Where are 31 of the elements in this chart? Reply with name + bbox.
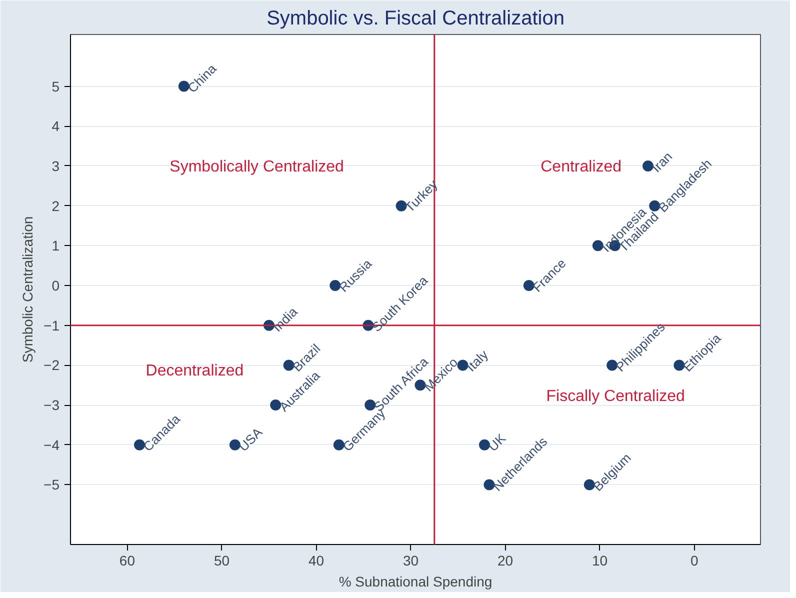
x-tick-label: 10 bbox=[592, 552, 608, 568]
y-tick-label: 2 bbox=[52, 198, 60, 214]
y-tick-label: −5 bbox=[44, 476, 60, 493]
annotation: Centralized bbox=[540, 158, 622, 176]
annotation: Decentralized bbox=[146, 362, 244, 380]
y-tick-label: 0 bbox=[52, 278, 60, 294]
y-tick-label: 1 bbox=[52, 238, 60, 254]
y-tick-label: −3 bbox=[44, 397, 60, 414]
y-tick-label: −1 bbox=[44, 317, 60, 334]
point bbox=[178, 80, 190, 92]
annotation: Symbolically Centralized bbox=[170, 158, 344, 176]
y-axis-title: Symbolic Centralization bbox=[20, 216, 36, 363]
chart-title: Symbolic vs. Fiscal Centralization bbox=[266, 8, 564, 30]
point bbox=[134, 439, 145, 450]
x-axis-title: % Subnational Spending bbox=[338, 574, 492, 590]
y-tick-label: 5 bbox=[52, 78, 60, 94]
x-tick-label: 30 bbox=[402, 552, 419, 568]
x-tick-label: 60 bbox=[119, 552, 136, 568]
y-tick-label: −2 bbox=[44, 357, 60, 374]
annotation: Italy bbox=[463, 346, 492, 375]
y-tick-label: 3 bbox=[52, 158, 60, 174]
annotation: Fiscally Centralized bbox=[546, 388, 685, 406]
annotation: USA bbox=[236, 424, 266, 454]
point bbox=[270, 400, 282, 411]
point bbox=[333, 439, 344, 450]
y-tick-label: 4 bbox=[52, 118, 60, 134]
x-tick-label: 0 bbox=[690, 552, 698, 568]
x-tick-label: 20 bbox=[498, 552, 514, 568]
x-tick-label: 50 bbox=[214, 552, 230, 568]
x-tick-label: 40 bbox=[308, 552, 324, 568]
y-tick-label: −4 bbox=[44, 436, 60, 453]
